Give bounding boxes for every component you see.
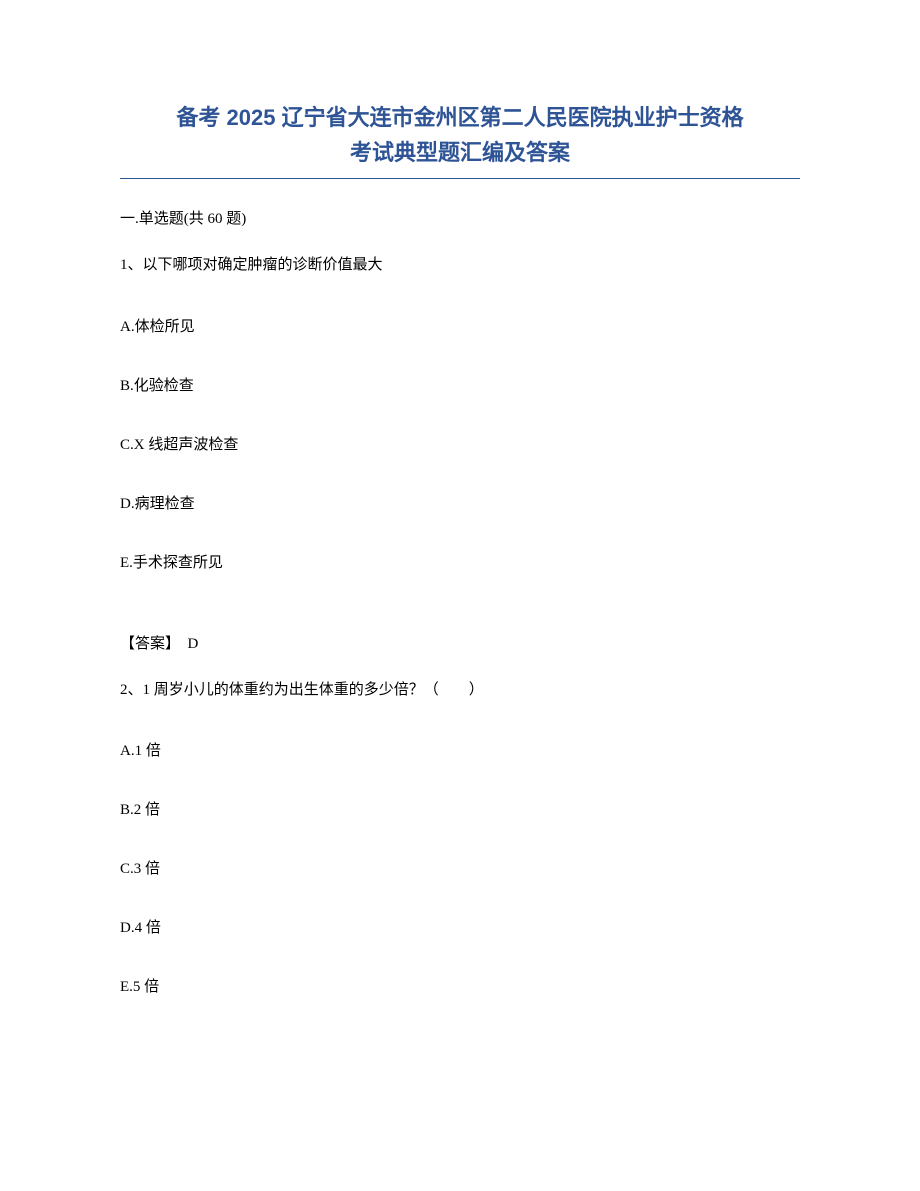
question-2-body: 1 周岁小儿的体重约为出生体重的多少倍？（ ） [143,682,484,698]
question-2-number: 2、 [120,682,143,698]
question-1-text: 1、以下哪项对确定肿瘤的诊断价值最大 [120,254,800,277]
question-2-option-c: C.3 倍 [120,857,800,878]
question-2-option-b: B.2 倍 [120,798,800,819]
question-1-option-c: C.X 线超声波检查 [120,433,800,454]
document-title-container: 备考 2025 辽宁省大连市金州区第二人民医院执业护士资格 考试典型题汇编及答案 [120,100,800,170]
question-1-body: 以下哪项对确定肿瘤的诊断价值最大 [143,257,383,273]
question-2-option-a: A.1 倍 [120,739,800,760]
question-1-option-d: D.病理检查 [120,492,800,513]
title-underline [120,178,800,179]
answer-label: 【答案】 [120,636,180,652]
answer-value: D [188,636,199,652]
question-2-option-d: D.4 倍 [120,916,800,937]
section-header: 一.单选题(共 60 题) [120,207,800,228]
question-1-answer: 【答案】 D [120,632,800,653]
question-1-option-a: A.体检所见 [120,315,800,336]
question-1-option-b: B.化验检查 [120,374,800,395]
question-2-option-e: E.5 倍 [120,975,800,996]
question-1-option-e: E.手术探查所见 [120,551,800,572]
question-1-number: 1、 [120,257,143,273]
document-title-line2: 考试典型题汇编及答案 [120,135,800,170]
document-title-line1: 备考 2025 辽宁省大连市金州区第二人民医院执业护士资格 [120,100,800,135]
question-2-text: 2、1 周岁小儿的体重约为出生体重的多少倍？（ ） [120,679,800,702]
